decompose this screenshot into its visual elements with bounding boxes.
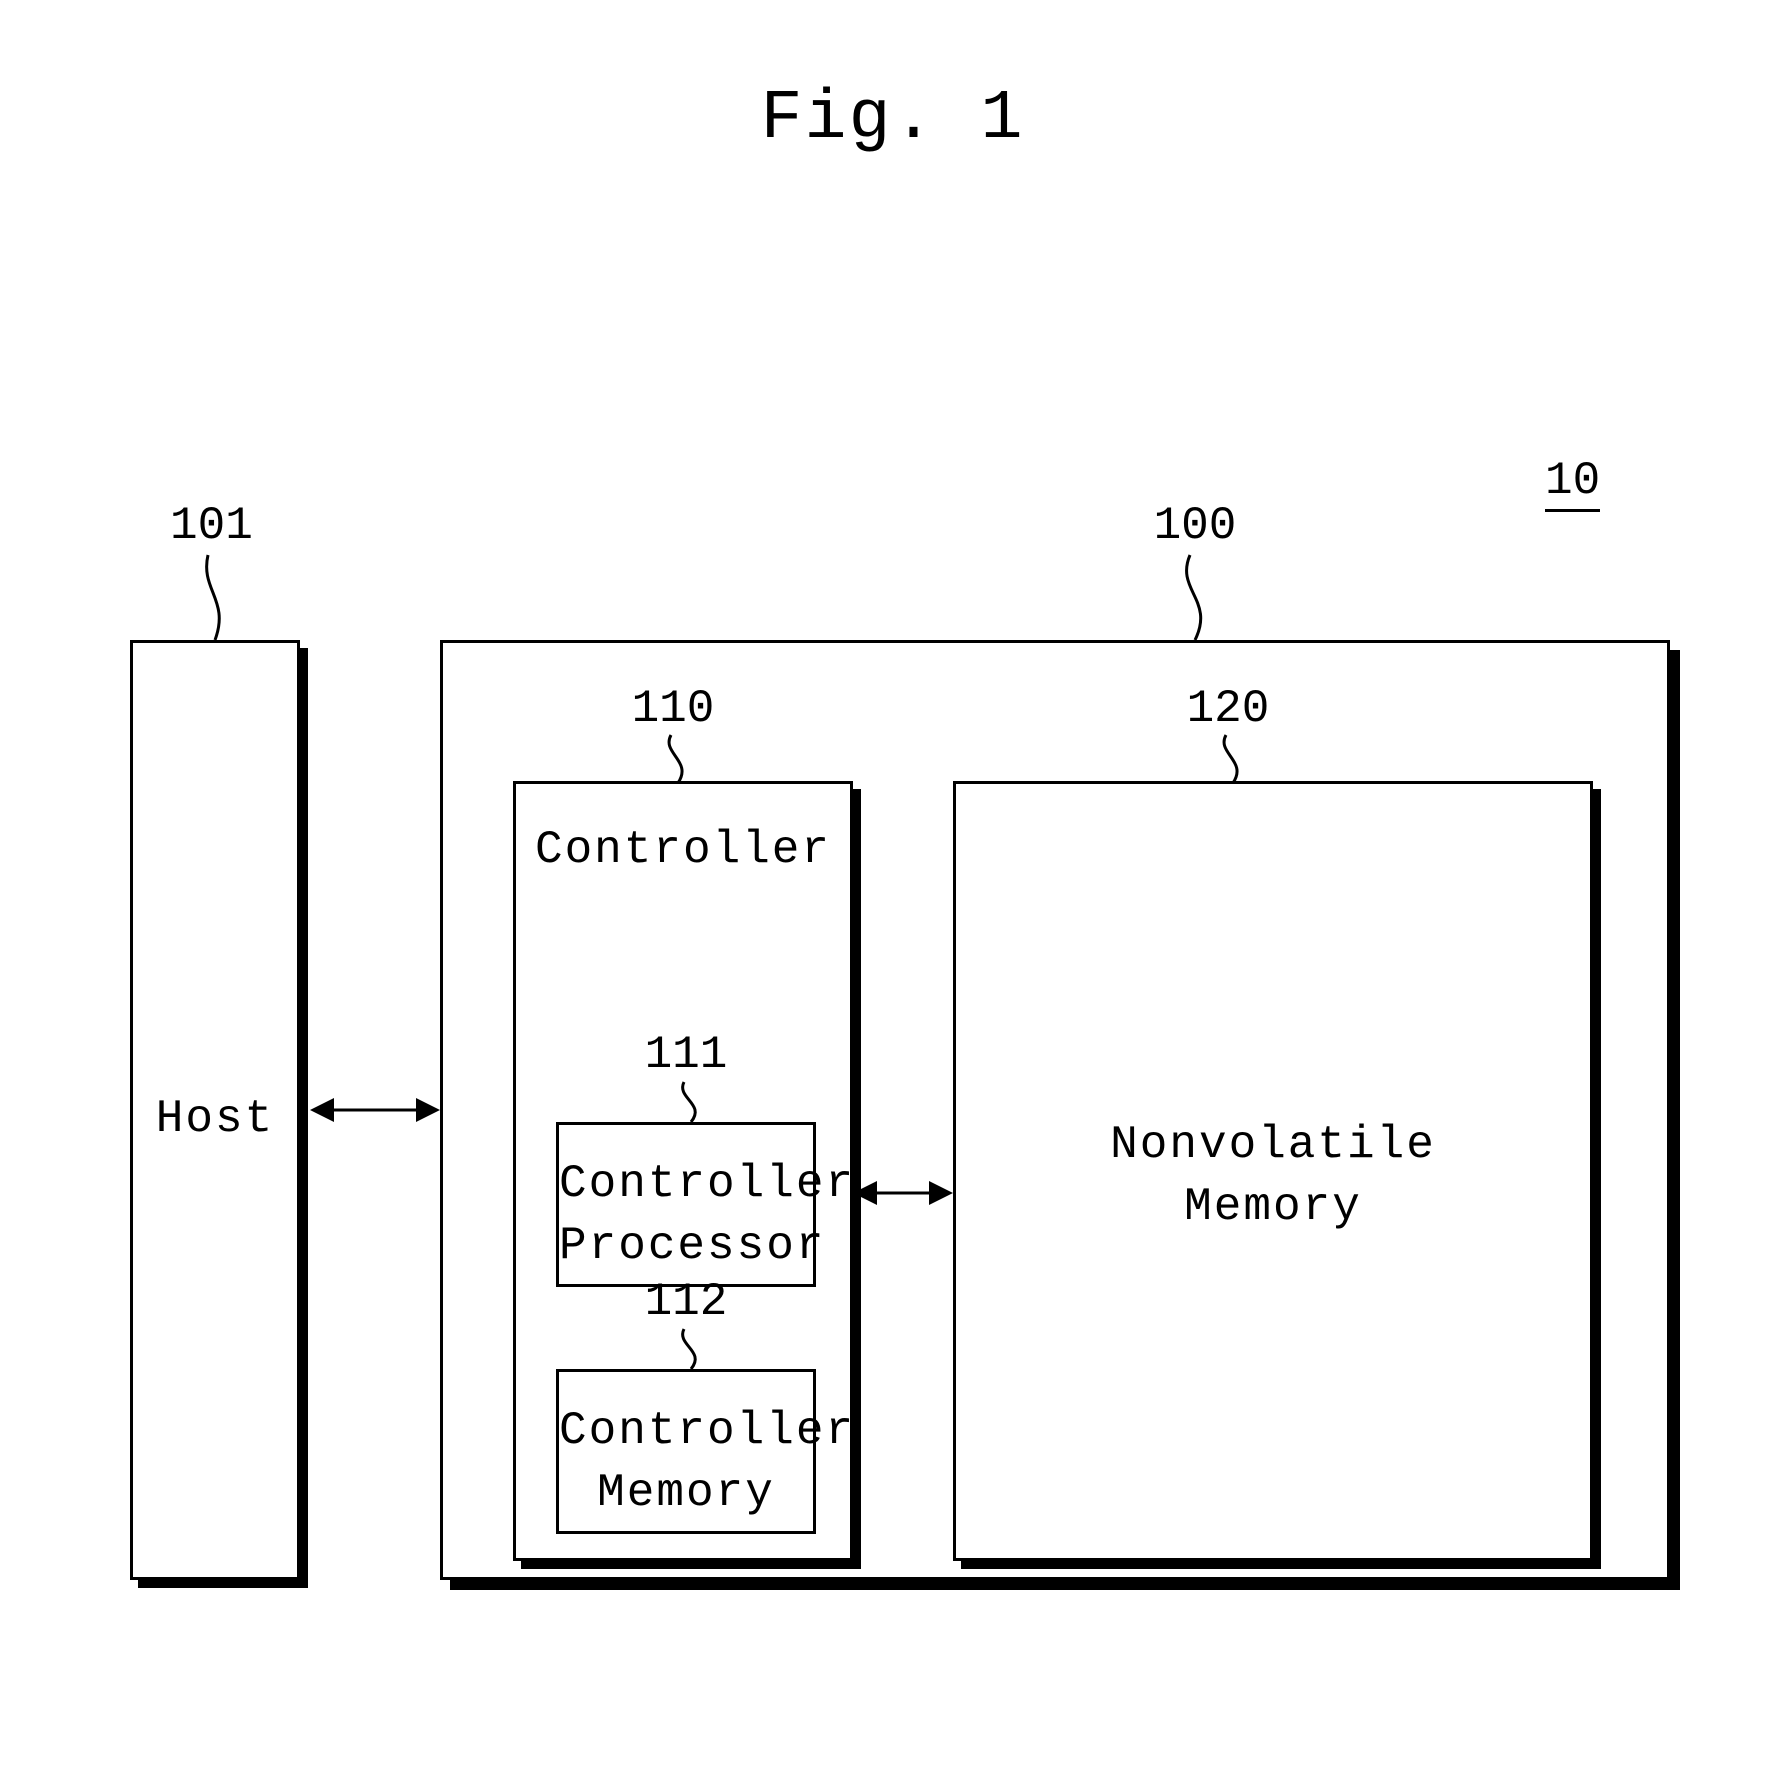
arrow-controller-nvm: [443, 643, 1673, 1583]
device-face: 110 120 Controller 111: [440, 640, 1670, 1580]
leader-100: [1187, 555, 1201, 640]
device-block: 110 120 Controller 111: [440, 640, 1670, 1580]
arrow-host-device: [0, 0, 450, 1600]
figure-canvas: Fig. 1 10 101 100 Host 110 120: [0, 0, 1785, 1782]
